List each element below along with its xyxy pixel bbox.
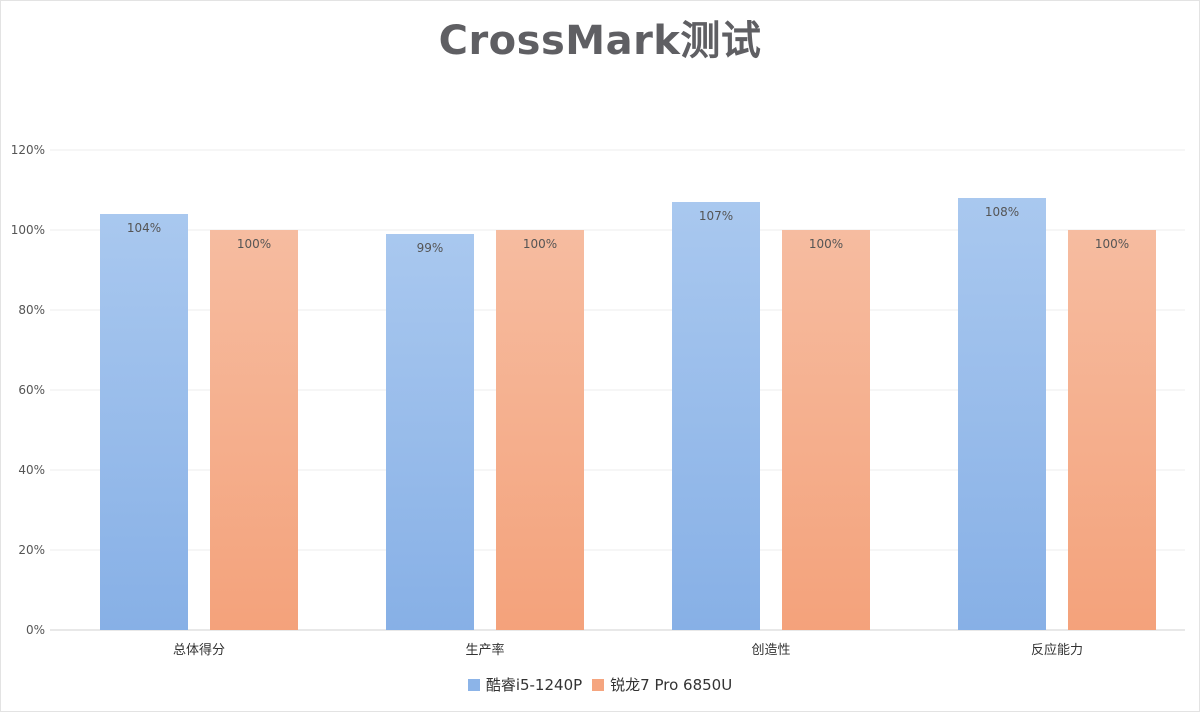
bar-1-2 [386, 234, 474, 630]
y-tick-label-20: 20% [18, 543, 45, 557]
data-label-2-4: 100% [1095, 237, 1129, 251]
bar-2-1 [210, 230, 298, 630]
legend: 酷睿i5-1240P 锐龙7 Pro 6850U [0, 674, 1200, 695]
x-category-label-1: 总体得分 [173, 642, 225, 658]
bar-1-1 [100, 214, 188, 630]
data-label-1-4: 108% [985, 205, 1019, 219]
data-label-2-2: 100% [523, 237, 557, 251]
legend-item-series-2[interactable]: 锐龙7 Pro 6850U [592, 674, 732, 695]
bar-2-2 [496, 230, 584, 630]
data-label-1-2: 99% [417, 241, 444, 255]
legend-swatch-series-2 [592, 678, 605, 691]
y-tick-label-60: 60% [18, 383, 45, 397]
y-tick-label-80: 80% [18, 303, 45, 317]
legend-item-series-1[interactable]: 酷睿i5-1240P [467, 674, 583, 695]
data-label-1-1: 104% [127, 221, 161, 235]
y-tick-label-40: 40% [18, 463, 45, 477]
chart-title: CrossMark测试 [438, 18, 762, 64]
data-label-2-3: 100% [809, 237, 843, 251]
y-tick-label-100: 100% [11, 223, 45, 237]
x-category-label-2: 生产率 [465, 642, 504, 658]
y-tick-label-0: 0% [26, 623, 45, 637]
x-category-label-4: 反应能力 [1031, 642, 1083, 658]
legend-swatch-series-1 [467, 678, 480, 691]
y-tick-label-120: 120% [11, 143, 45, 157]
label-layer: 0% 20% 40% 60% 80% 100% 120% 104% 100% 总体得分 99% 100… [11, 143, 1129, 658]
data-label-1-3: 107% [699, 209, 733, 223]
bar-1-4 [958, 198, 1046, 630]
legend-label-series-2: 锐龙7 Pro 6850U [610, 676, 733, 694]
bar-2-3 [782, 230, 870, 630]
data-label-2-1: 100% [237, 237, 271, 251]
x-category-label-3: 创造性 [751, 643, 790, 658]
bar-2-4 [1068, 230, 1156, 630]
legend-label-series-1: 酷睿i5-1240P [485, 676, 583, 694]
bar-layer [100, 198, 1156, 630]
bar-1-3 [672, 202, 760, 630]
